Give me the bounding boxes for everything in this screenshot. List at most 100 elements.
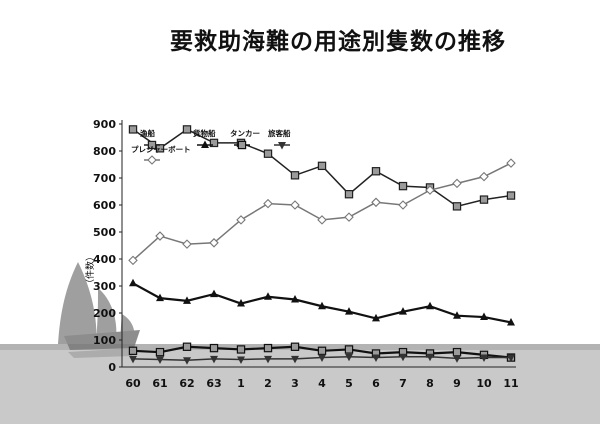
legend-item: 貨物船 [193,128,216,148]
data-point [452,202,462,211]
x-tick-label: 8 [426,377,434,390]
data-point [210,355,218,364]
data-point [452,178,462,189]
x-ticks: 60 61 62 63 1 2 3 4 5 6 7 8 9 10 11 [125,377,518,390]
x-tick-label: 6 [372,377,380,390]
data-point [371,197,381,208]
data-point [372,313,380,322]
data-point [263,343,273,353]
data-point [344,345,354,354]
legend-label: タンカー [230,128,260,138]
data-point [129,278,137,287]
data-point [237,356,245,364]
legend-label: プレジャーボート [131,144,191,154]
data-point [156,356,164,364]
data-point [209,238,219,248]
x-tick-label: 1 [237,377,245,390]
x-tick-label: 5 [345,377,353,390]
data-point [344,212,354,222]
legend-marker [147,155,157,165]
y-ticks: 0 100 200 300 400 500 600 700 800 900 [93,118,122,374]
legend-label: 旅客船 [268,128,291,138]
legend-item: タンカー [230,128,260,150]
data-point [317,161,327,171]
data-point [237,299,245,307]
y-axis-label: （件数） [84,252,96,288]
data-point [344,190,354,199]
data-point [263,149,273,158]
data-point [290,171,300,180]
data-point [371,167,381,176]
y-tick-label: 400 [93,253,116,266]
data-point [128,255,138,266]
legend-item: 旅客船 [268,128,291,150]
data-point [317,346,327,356]
data-point [290,200,300,210]
data-point [480,312,488,321]
x-tick-label: 60 [125,377,141,390]
y-tick-label: 600 [93,199,116,212]
y-tick-label: 0 [108,361,116,374]
data-point [452,347,462,357]
data-point [479,195,489,204]
legend-marker [201,140,209,148]
x-tick-label: 10 [476,377,492,390]
data-point [210,289,218,298]
data-point [345,307,353,315]
data-point [156,293,164,302]
data-point [372,354,380,363]
legend-label: 貨物船 [193,128,216,138]
data-point [264,292,272,300]
data-point [318,301,326,310]
x-tick-label: 62 [179,377,194,390]
data-point [507,354,515,363]
x-tick-label: 3 [291,377,299,390]
legend-item: 漁船 [140,128,160,150]
x-tick-label: 63 [206,377,221,390]
data-point [155,231,165,241]
legend-marker [237,140,247,150]
data-point [263,198,273,209]
data-point [182,342,192,351]
data-point [318,354,326,363]
data-point [398,200,408,210]
data-point [183,357,191,365]
y-tick-label: 300 [93,280,116,293]
data-point [425,185,435,195]
y-tick-label: 700 [93,172,116,185]
series-1 [128,125,516,211]
x-tick-label: 4 [318,377,326,390]
x-tick-label: 7 [399,377,407,390]
data-point [236,215,246,225]
data-point [426,353,434,362]
data-point [291,295,299,303]
legend-label: 漁船 [140,128,155,138]
data-point [182,239,192,249]
sailing-ship-icon [58,262,140,358]
data-point [264,355,272,364]
legend-item: プレジャーボート [131,144,191,165]
data-point [398,181,408,191]
data-point [128,125,138,134]
data-point [209,138,219,148]
data-point [506,191,516,200]
data-point [183,296,191,304]
data-point [182,125,192,134]
data-point [479,171,489,182]
data-point [128,346,138,356]
data-point [290,342,300,351]
data-point [291,355,299,364]
data-point [317,215,327,225]
x-tick-label: 2 [264,377,272,390]
y-tick-label: 900 [93,118,116,131]
series-3 [129,278,515,326]
data-point [506,158,516,168]
series-5 [129,353,515,365]
y-tick-label: 800 [93,145,116,158]
data-point [453,355,461,363]
legend-marker [278,142,286,150]
data-point [155,347,165,357]
y-tick-label: 200 [93,307,116,320]
x-tick-label: 9 [453,377,461,390]
